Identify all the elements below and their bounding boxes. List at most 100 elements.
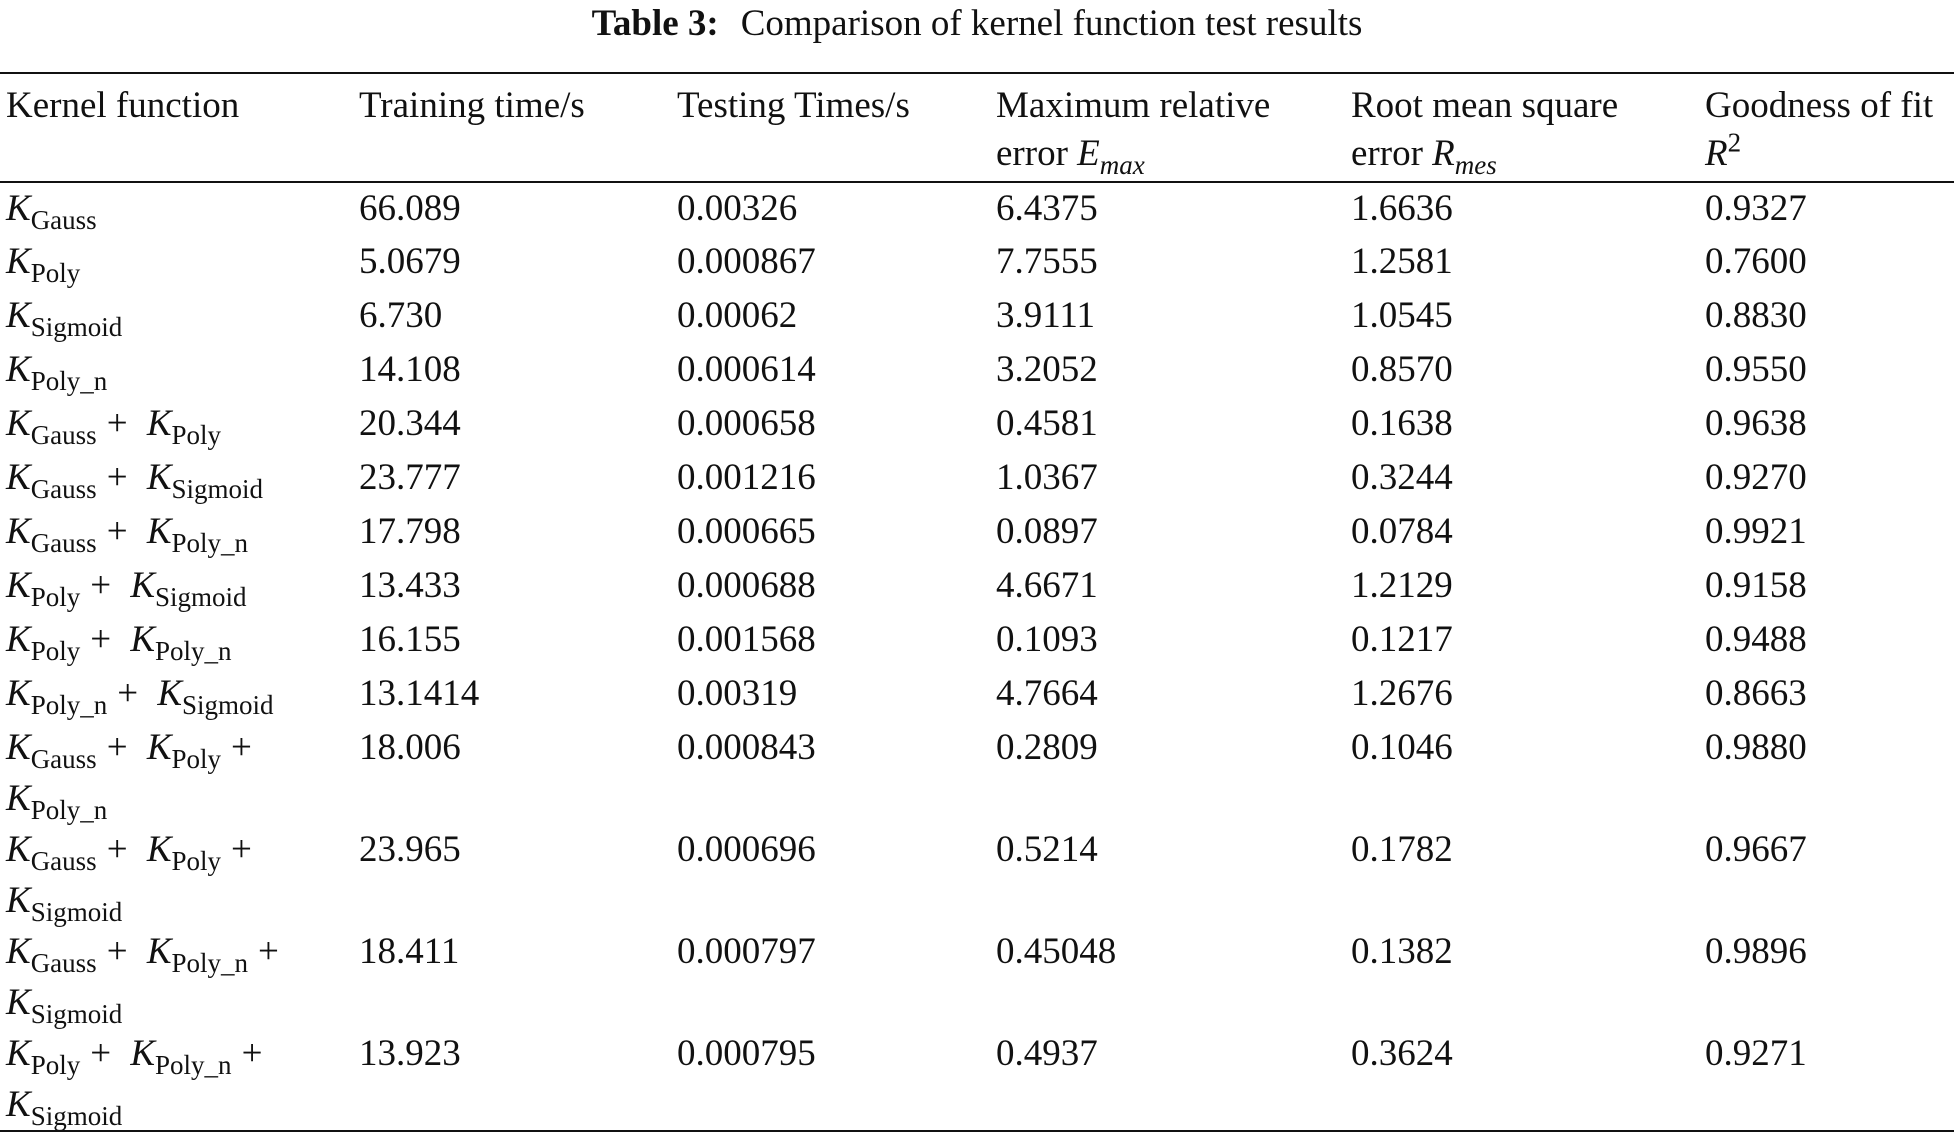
value-cell: 3.9111 [996,295,1096,336]
value-cell: 17.798 [359,511,461,552]
value-cell: 4.7664 [996,673,1098,714]
kernel-symbol: K [6,349,31,390]
kernel-symbol: K [6,188,31,229]
kernel-symbol: K [146,727,172,768]
value-cell: 1.6636 [1351,188,1453,229]
value-cell: 0.000843 [677,727,816,768]
value-cell: 0.000867 [677,241,816,282]
value-cell: 0.1782 [1351,829,1453,870]
kernel-symbol: K [157,673,183,714]
value-cell: 0.00319 [677,673,798,714]
kernel-symbol: K [130,1033,156,1074]
kernel-subscript: Sigmoid [171,474,264,504]
table-row: KPoly + KPoly_n 16.155 0.001568 0.1093 0.1217… [0,614,1954,668]
kernel-symbol: K [130,565,156,606]
column-header: Goodness of fit R2 [1699,73,1954,183]
kernel-subscript: Poly [30,582,81,612]
kernel-term: KPoly [146,403,221,449]
value-cell: 0.4581 [996,403,1098,444]
kernel-cell: KPoly + KPoly_n [0,614,353,668]
table-row: KPoly 5.0679 0.000867 7.7555 1.2581 0.7600 [0,236,1954,290]
value-cell: 0.1217 [1351,619,1453,660]
value-cell: 13.923 [359,1033,461,1074]
table-row: KPoly + KPoly_n + KSigmoid 13.923 0.000795 0.… [0,1028,1954,1131]
value-cell: 0.9550 [1705,349,1807,390]
kernel-subscript: Poly_n [155,1050,232,1080]
kernel-term: KPoly_n [130,1033,231,1079]
kernel-subscript: Poly [30,258,81,288]
kernel-cell: KGauss + KSigmoid [0,452,353,506]
operator: + [90,565,112,606]
kernel-subscript: Poly_n [155,636,232,666]
kernel-cell: K Poly + KSigmoid [0,560,353,614]
operator: + [231,829,252,870]
header-subscript: max [1099,150,1145,180]
value-cell: 20.344 [359,403,461,444]
operator: + [106,829,128,870]
column-header: Testing Times/s [671,73,990,183]
value-cell: 66.089 [359,188,461,229]
operator: + [117,673,139,714]
value-cell: 0.9638 [1705,403,1807,444]
kernel-symbol: K [6,982,31,1023]
value-cell: 0.2809 [996,727,1098,768]
value-cell: 0.001568 [677,619,816,660]
column-header: Maximum relative error Emax [990,73,1345,183]
kernel-term: KSigmoid [130,565,246,611]
value-cell: 1.0367 [996,457,1098,498]
kernel-symbol: K [6,880,31,921]
header-variable: R [1432,133,1455,174]
kernel-cell: KGauss + KPoly_n + KSigmoid [0,926,353,1028]
kernel-term: KGauss [6,457,97,503]
kernel-term: KPoly [147,829,221,875]
kernel-subscript: Poly [30,1050,81,1080]
value-cell: 0.8570 [1351,349,1453,390]
operator: + [241,1033,263,1074]
kernel-term: KGauss [6,403,97,449]
operator: + [90,619,112,660]
value-cell: 0.4937 [996,1033,1098,1074]
header-text: Training time/s [359,85,585,126]
header-row: Kernel function Training time/s Testing Ti… [0,73,1954,183]
kernel-symbol: K [6,619,31,660]
operator: + [106,727,128,768]
value-cell: 0.0784 [1351,511,1453,552]
value-cell: 1.2129 [1351,565,1453,606]
value-cell: 0.001216 [677,457,816,498]
header-superscript: 2 [1727,127,1742,158]
value-cell: 0.1382 [1351,931,1453,972]
kernel-subscript: Poly_n [30,366,108,396]
kernel-subscript: Gauss [30,420,97,450]
kernel-symbol: K [146,511,172,552]
value-cell: 0.9921 [1705,511,1807,552]
kernel-cell: KPoly [0,236,353,290]
kernel-term: KPoly [6,1033,80,1079]
kernel-term: KPoly_n [146,511,248,557]
kernel-symbol: K [6,931,31,972]
value-cell: 0.9270 [1705,457,1807,498]
kernel-symbol: K [146,457,172,498]
value-cell: 3.2052 [996,349,1098,390]
kernel-subscript: Sigmoid [155,582,247,612]
table-row: KPoly_n 14.108 0.000614 3.2052 0.8570 0.9550 [0,344,1954,398]
value-cell: 0.9667 [1705,829,1807,870]
kernel-term: KSigmoid [6,295,122,341]
kernel-cell: KGauss + KPoly_n [0,506,353,560]
value-cell: 16.155 [359,619,461,660]
kernel-subscript: Sigmoid [30,999,123,1029]
header-text: Kernel function [6,85,240,126]
kernel-symbol: K [146,403,172,444]
value-cell: 1.0545 [1351,295,1453,336]
value-cell: 0.000795 [677,1033,816,1074]
kernel-subscript: Gauss [30,744,97,774]
kernel-subscript: Poly_n [171,948,249,978]
table-row: KSigmoid 6.730 0.00062 3.9111 1.0545 0.8830 [0,290,1954,344]
operator: + [231,727,252,768]
kernel-subscript: Poly [171,420,222,450]
table-row: KGauss + KPoly 20.344 0.000658 0.4581 0.1638 0… [0,398,1954,452]
kernel-subscript: Gauss [30,474,97,504]
kernel-term: KSigmoid [6,880,122,926]
value-cell: 13.433 [359,565,461,606]
column-header: Kernel function [0,73,353,183]
value-cell: 0.000688 [677,565,816,606]
